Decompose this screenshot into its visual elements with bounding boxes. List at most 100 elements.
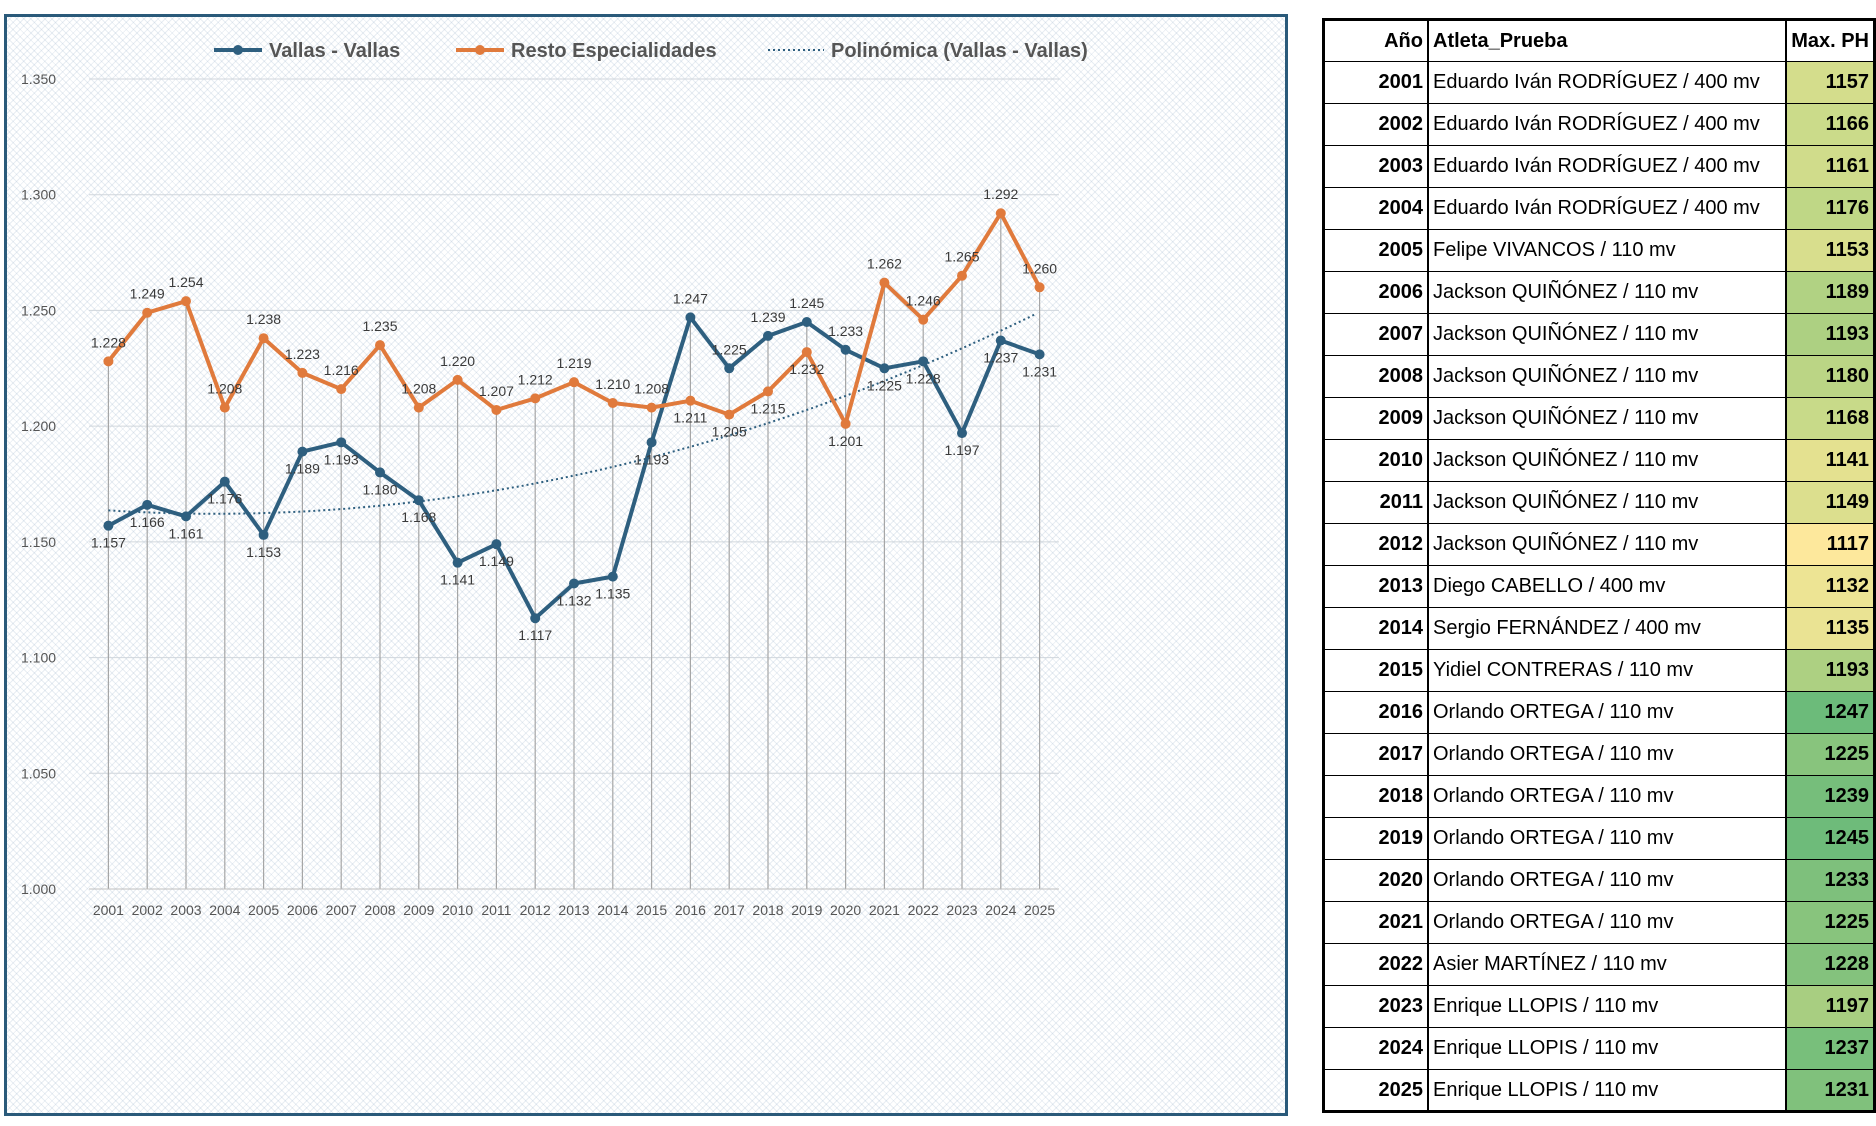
athlete-cell: Orlando ORTEGA / 110 mv	[1427, 901, 1787, 944]
chart-panel: 1.000 1.050 1.100 1.150 1.200 1.250 1.300 1.350…	[4, 14, 1288, 1116]
data-point	[103, 356, 114, 367]
max-ph-cell: 1117	[1785, 523, 1875, 566]
legend-label-trendline: Polinómica (Vallas - Vallas)	[831, 40, 1088, 62]
trendline-path	[108, 313, 1037, 515]
max-ph-cell: 1245	[1785, 817, 1875, 860]
max-ph-cell: 1189	[1785, 271, 1875, 314]
data-label: 1.180	[362, 481, 397, 497]
athlete-cell: Eduardo Iván RODRÍGUEZ / 400 mv	[1427, 187, 1787, 230]
data-point	[685, 395, 696, 406]
data-point	[995, 208, 1006, 219]
x-tick-label: 2014	[597, 902, 628, 918]
x-tick-label: 2008	[364, 902, 395, 918]
data-point	[957, 270, 967, 281]
legend-label-vallas: Vallas - Vallas	[269, 40, 400, 62]
x-tick-label: 2022	[908, 902, 939, 918]
x-tick-label: 2019	[791, 902, 822, 918]
data-point	[1034, 282, 1045, 293]
x-tick-label: 2009	[403, 902, 434, 918]
x-tick-label: 2023	[946, 902, 977, 918]
data-point	[297, 367, 308, 378]
max-ph-cell: 1161	[1785, 145, 1875, 188]
data-label: 1.223	[285, 346, 320, 362]
data-point	[801, 347, 812, 358]
table-row: 2021 Orlando ORTEGA / 110 mv 1225	[1323, 901, 1875, 944]
data-point	[530, 613, 541, 624]
data-point	[646, 437, 657, 448]
data-point	[375, 340, 385, 351]
data-label: 1.254	[168, 274, 203, 290]
table-row: 2023 Enrique LLOPIS / 110 mv 1197	[1323, 985, 1875, 1028]
data-point	[918, 356, 929, 367]
y-tick-label: 1.100	[21, 650, 56, 666]
x-tick-label: 2024	[985, 902, 1016, 918]
table-row: 2020 Orlando ORTEGA / 110 mv 1233	[1323, 859, 1875, 902]
max-ph-cell: 1176	[1785, 187, 1875, 230]
year-cell: 2001	[1323, 61, 1429, 104]
data-point	[995, 335, 1006, 346]
table-row: 2006 Jackson QUIÑÓNEZ / 110 mv 1189	[1323, 271, 1875, 314]
athlete-cell: Jackson QUIÑÓNEZ / 110 mv	[1427, 397, 1787, 440]
legend: Vallas - Vallas Resto Especialidades Pol…	[214, 40, 1088, 62]
data-label: 1.210	[595, 376, 630, 392]
header-year: Año	[1323, 19, 1429, 62]
data-label: 1.141	[440, 572, 475, 588]
data-labels: 1.1571.1661.1611.1761.1531.1891.1931.180…	[91, 186, 1057, 643]
table-row: 2012 Jackson QUIÑÓNEZ / 110 mv 1117	[1323, 523, 1875, 566]
table-row: 2008 Jackson QUIÑÓNEZ / 110 mv 1180	[1323, 355, 1875, 398]
data-point	[724, 409, 735, 420]
table-row: 2004 Eduardo Iván RODRÍGUEZ / 400 mv 1176	[1323, 187, 1875, 230]
athlete-cell: Yidiel CONTRERAS / 110 mv	[1427, 649, 1787, 692]
data-point	[569, 578, 579, 589]
data-label: 1.225	[712, 341, 747, 357]
y-tick-label: 1.050	[21, 765, 56, 781]
data-point	[491, 404, 502, 415]
athlete-cell: Orlando ORTEGA / 110 mv	[1427, 817, 1787, 860]
x-tick-label: 2016	[675, 902, 706, 918]
table-row: 2015 Yidiel CONTRERAS / 110 mv 1193	[1323, 649, 1875, 692]
max-ph-cell: 1225	[1785, 733, 1875, 776]
data-point	[879, 363, 890, 374]
data-point	[879, 277, 890, 288]
data-label: 1.237	[983, 350, 1018, 366]
y-tick-label: 1.000	[21, 881, 56, 897]
data-point	[142, 307, 153, 318]
data-point	[336, 384, 347, 395]
table-row: 2003 Eduardo Iván RODRÍGUEZ / 400 mv 1161	[1323, 145, 1875, 188]
year-cell: 2019	[1323, 817, 1429, 860]
data-label: 1.212	[518, 371, 553, 387]
x-tick-label: 2006	[287, 902, 318, 918]
year-cell: 2011	[1323, 481, 1429, 524]
data-label: 1.208	[207, 381, 242, 397]
table-row: 2002 Eduardo Iván RODRÍGUEZ / 400 mv 1166	[1323, 103, 1875, 146]
max-ph-cell: 1132	[1785, 565, 1875, 608]
year-cell: 2021	[1323, 901, 1429, 944]
data-label: 1.216	[324, 362, 359, 378]
athlete-cell: Diego CABELLO / 400 mv	[1427, 565, 1787, 608]
year-cell: 2008	[1323, 355, 1429, 398]
axis-labels: 1.000 1.050 1.100 1.150 1.200 1.250 1.300 1.350…	[21, 71, 1059, 918]
data-label: 1.189	[285, 461, 320, 477]
athlete-cell: Eduardo Iván RODRÍGUEZ / 400 mv	[1427, 61, 1787, 104]
data-point	[491, 539, 502, 550]
data-label: 1.238	[246, 311, 281, 327]
table-row: 2017 Orlando ORTEGA / 110 mv 1225	[1323, 733, 1875, 776]
year-cell: 2015	[1323, 649, 1429, 692]
x-tick-label: 2005	[248, 902, 279, 918]
table-row: 2024 Enrique LLOPIS / 110 mv 1237	[1323, 1027, 1875, 1070]
data-label: 1.246	[906, 293, 941, 309]
data-label: 1.239	[750, 309, 785, 325]
year-cell: 2003	[1323, 145, 1429, 188]
data-point	[413, 495, 424, 506]
data-label: 1.193	[634, 451, 669, 467]
data-label: 1.228	[91, 334, 126, 350]
x-tick-label: 2018	[752, 902, 783, 918]
data-point	[918, 314, 929, 325]
data-point	[103, 520, 114, 531]
x-tick-label: 2017	[714, 902, 745, 918]
athlete-cell: Orlando ORTEGA / 110 mv	[1427, 691, 1787, 734]
data-label: 1.235	[362, 318, 397, 334]
legend-item-resto: Resto Especialidades	[456, 40, 717, 62]
table-row: 2019 Orlando ORTEGA / 110 mv 1245	[1323, 817, 1875, 860]
trendline	[108, 313, 1037, 515]
